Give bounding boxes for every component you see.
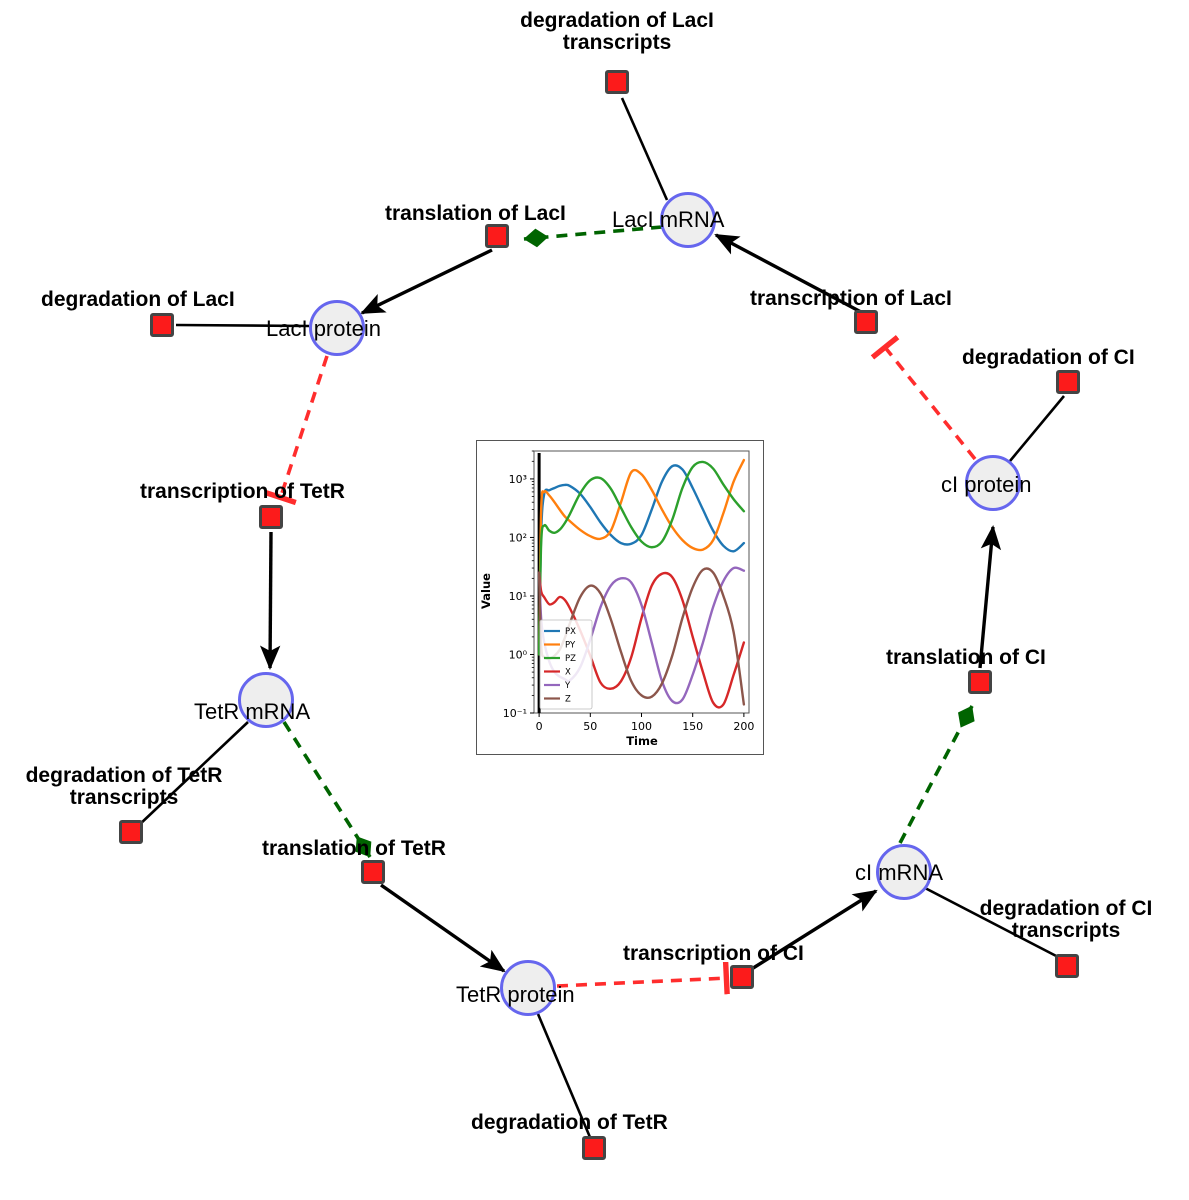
plot-legend-item-PY: PY: [565, 641, 576, 651]
species-label-laci-protein: LacI protein: [266, 316, 381, 341]
plot-legend-item-PZ: PZ: [565, 654, 576, 664]
plot-line-PX: [537, 464, 746, 656]
reaction-node-translation-of-tetr[interactable]: [361, 860, 385, 884]
inset-timeseries-plot[interactable]: 10⁻¹ 10⁰ 10¹ 10² 10³ 0 50 100 150 200 PX PY PZ X Y Z T…: [476, 440, 764, 755]
edge-ci-prot-tx-laci-inhibition: [870, 334, 977, 461]
edge-tetr-mrna-trl-tetr-activation: [282, 721, 372, 858]
reaction-label-degradation-of-ci: degradation of CI: [962, 346, 1135, 369]
label-line-1: degradation of TetR: [25, 764, 223, 787]
reaction-label-transcription-of-tetr: transcription of TetR: [140, 480, 345, 503]
plot-ytick-label: 10²: [509, 531, 527, 544]
reaction-label-transcription-of-laci: transcription of LacI: [750, 287, 952, 310]
reaction-node-translation-of-laci[interactable]: [485, 224, 509, 248]
plot-xtick-label: 200: [733, 720, 754, 733]
edge-trl-tetr-tetr-prot: [380, 883, 506, 973]
species-label-ci-protein: cI protein: [941, 472, 1032, 497]
plot-line-PZ: [537, 460, 746, 656]
species-label-tetr-mrna: TetR mRNA: [194, 699, 311, 724]
reaction-node-translation-of-ci[interactable]: [968, 670, 992, 694]
label-line-2: transcripts: [562, 31, 672, 55]
species-node-tetr-mrna[interactable]: [238, 672, 294, 728]
plot-line-PY: [537, 458, 746, 656]
reaction-label-transcription-of-ci: transcription of CI: [623, 942, 804, 965]
edge-deg-ci-ci-prot: [1009, 395, 1065, 462]
plot-xtick-label: 100: [631, 720, 652, 733]
reaction-node-transcription-of-laci[interactable]: [854, 310, 878, 334]
reaction-node-transcription-of-ci[interactable]: [730, 965, 754, 989]
plot-xtick-label: 0: [536, 720, 543, 733]
edge-tx-laci-laci-mrna: [714, 233, 862, 314]
plot-xlabel: Time: [626, 734, 658, 748]
species-label-tetr-protein: TetR protein: [456, 982, 575, 1007]
reaction-label-degradation-of-laci: degradation of LacI: [41, 288, 235, 311]
edge-ci-mrna-deg-ci-tx: [924, 886, 1063, 961]
reaction-node-degradation-of-ci[interactable]: [1056, 370, 1080, 394]
reaction-label-degradation-of-ci-transcripts: degradation of CI transcripts: [955, 897, 1177, 943]
reaction-node-degradation-of-laci[interactable]: [150, 313, 174, 337]
species-node-tetr-protein[interactable]: [500, 960, 556, 1016]
edge-laci-prot-tx-tetr-inhibition: [264, 355, 329, 506]
edge-deg-laci-laci-prot: [175, 323, 310, 328]
reaction-node-degradation-of-ci-transcripts[interactable]: [1055, 954, 1079, 978]
reaction-label-degradation-of-tetr-transcripts: degradation of TetR transcripts: [0, 764, 248, 810]
plot-legend-item-X: X: [565, 668, 571, 678]
plot-ylabel: Value: [479, 573, 493, 609]
plot-legend[interactable]: PX PY PZ XYZ: [539, 619, 593, 710]
edge-tetr-prot-tx-ci-inhibition: [556, 961, 730, 995]
edge-trl-laci-laci-prot: [360, 248, 493, 315]
species-node-ci-mrna[interactable]: [876, 844, 932, 900]
edge-tx-tetr-tetr-mrna: [259, 531, 281, 671]
plot-svg: 10⁻¹ 10⁰ 10¹ 10² 10³ 0 50 100 150 200 PX PY PZ XYZ T…: [477, 441, 763, 754]
label-line-2: transcripts: [1011, 919, 1121, 943]
reaction-label-translation-of-tetr: translation of TetR: [262, 837, 446, 860]
reaction-node-degradation-of-tetr-transcripts[interactable]: [119, 820, 143, 844]
reaction-label-translation-of-ci: translation of CI: [886, 646, 1046, 669]
species-label-ci-mrna: cI mRNA: [855, 860, 943, 885]
edge-laci-mrna-deg-laci-tx: [620, 97, 669, 201]
reaction-node-degradation-of-tetr[interactable]: [582, 1136, 606, 1160]
species-node-laci-protein[interactable]: [309, 300, 365, 356]
plot-line-X: [537, 571, 746, 709]
plot-legend-item-Y: Y: [564, 681, 571, 691]
edge-tx-ci-ci-mrna: [749, 889, 878, 972]
edge-tetr-mrna-deg-tetr-tx: [137, 721, 249, 827]
plot-axes: 10⁻¹ 10⁰ 10¹ 10² 10³ 0 50 100 150 200: [503, 450, 754, 733]
reaction-label-degradation-of-tetr: degradation of TetR: [471, 1111, 668, 1134]
reaction-node-transcription-of-tetr[interactable]: [259, 505, 283, 529]
plot-legend-item-Z: Z: [565, 695, 571, 705]
edge-trl-ci-ci-prot: [978, 524, 1002, 669]
label-line-1: degradation of CI: [979, 897, 1153, 920]
species-node-ci-protein[interactable]: [965, 455, 1021, 511]
plot-xtick-label: 150: [682, 720, 703, 733]
reaction-label-degradation-of-laci-transcripts: degradation of LacI transcripts: [487, 9, 747, 55]
plot-ytick-label: 10⁻¹: [503, 707, 527, 720]
label-line-1: degradation of LacI: [520, 9, 714, 32]
plot-ytick-label: 10⁰: [509, 648, 528, 661]
plot-xtick-label: 50: [583, 720, 597, 733]
plot-legend-item-PX: PX: [565, 627, 576, 637]
species-label-laci-mrna: LacI mRNA: [612, 207, 725, 232]
edge-tetr-prot-deg-tetr: [536, 1013, 594, 1143]
plot-ytick-label: 10³: [509, 473, 527, 486]
species-node-laci-mrna[interactable]: [660, 192, 716, 248]
edge-ci-mrna-trl-ci-activation: [898, 705, 975, 844]
reaction-label-translation-of-laci: translation of LacI: [385, 202, 566, 225]
label-line-2: transcripts: [69, 786, 179, 810]
plot-ytick-label: 10¹: [509, 590, 527, 603]
edge-laci-mrna-trl-laci-activation: [523, 225, 663, 248]
reaction-node-degradation-of-laci-transcripts[interactable]: [605, 70, 629, 94]
